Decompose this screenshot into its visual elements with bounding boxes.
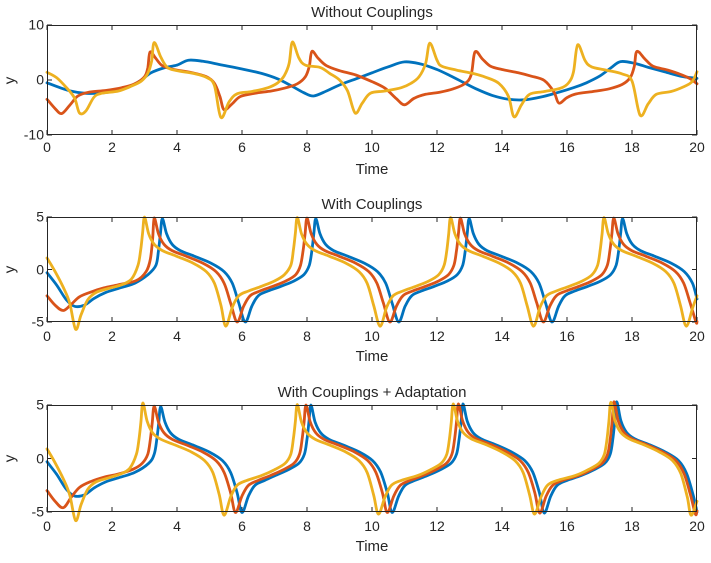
plot-title: Without Couplings: [311, 4, 433, 21]
subplot-with-couplings: With Couplings y 5 0 -5 0 2 4 6 8 10 12 14 16 18 20 …: [0, 192, 711, 380]
series-blue-oscillator: [45, 217, 699, 324]
y-tick-label: -10: [23, 126, 44, 143]
x-tick-label: 6: [238, 518, 246, 534]
y-tick-label: 0: [36, 261, 44, 277]
plot-title: With Couplings + Adaptation: [277, 384, 467, 401]
x-tick-label: 8: [303, 328, 311, 344]
axes-box: [47, 405, 697, 512]
x-tick-label: 10: [364, 328, 380, 344]
series-blue-oscillator: [45, 58, 699, 102]
plot-title: With Couplings: [321, 196, 423, 213]
x-tick-label: 18: [624, 328, 640, 344]
axes-box: [47, 25, 697, 135]
x-tick-label: 16: [559, 518, 575, 534]
plot-area: [45, 400, 699, 523]
plot-area: [45, 24, 699, 136]
x-tick-label: 18: [624, 518, 640, 534]
x-tick-label: 2: [108, 518, 116, 534]
x-tick-label: 20: [689, 328, 705, 344]
x-tick-label: 0: [43, 518, 51, 534]
x-tick-label: 20: [689, 518, 705, 534]
x-axis-label: Time: [355, 538, 389, 555]
x-axis-label: Time: [355, 348, 389, 365]
x-tick-label: 2: [108, 328, 116, 344]
y-tick-label: 5: [36, 396, 44, 413]
x-tick-label: 12: [429, 139, 445, 155]
series-yellow-oscillator: [45, 400, 699, 523]
series-blue-oscillator: [45, 400, 699, 515]
series-orange-oscillator: [45, 216, 699, 325]
x-tick-label: 0: [43, 139, 51, 155]
plot-canvas: [45, 24, 699, 136]
x-tick-label: 20: [689, 139, 705, 155]
x-tick-label: 14: [494, 328, 510, 344]
x-tick-labels: 0 2 4 6 8 10 12 14 16 18 20: [43, 518, 705, 534]
plot-canvas: [45, 215, 699, 331]
x-tick-label: 6: [238, 139, 246, 155]
x-tick-labels: 0 2 4 6 8 10 12 14 16 18 20: [43, 139, 705, 155]
subplot-without-couplings: Without Couplings y 10 0 -10 0 2 4 6 8 10 12 14 16…: [0, 0, 711, 185]
x-tick-label: 18: [624, 139, 640, 155]
y-tick-labels: 10 0 -10: [0, 17, 44, 142]
y-tick-labels: 5 0 -5: [0, 209, 44, 329]
plot-area: [45, 215, 699, 331]
x-tick-label: 12: [429, 518, 445, 534]
y-tick-label: 0: [36, 71, 44, 88]
x-tick-label: 4: [173, 328, 181, 344]
series-yellow-oscillator: [45, 215, 699, 331]
x-tick-label: 16: [559, 139, 575, 155]
x-tick-label: 8: [303, 139, 311, 155]
series-orange-oscillator: [45, 400, 699, 517]
x-tick-label: 4: [173, 139, 181, 155]
x-tick-label: 10: [364, 518, 380, 534]
y-tick-label: 5: [36, 208, 44, 225]
y-tick-label: -5: [31, 313, 44, 330]
x-tick-label: 2: [108, 139, 116, 155]
y-tick-label: -5: [31, 503, 44, 520]
x-tick-label: 14: [494, 139, 510, 155]
x-tick-labels: 0 2 4 6 8 10 12 14 16 18 20: [43, 328, 705, 344]
series-yellow-oscillator: [45, 40, 699, 120]
y-tick-labels: 5 0 -5: [0, 397, 44, 519]
x-tick-label: 16: [559, 328, 575, 344]
x-axis-label: Time: [355, 161, 389, 178]
x-tick-label: 0: [43, 328, 51, 344]
x-tick-label: 4: [173, 518, 181, 534]
series-orange-oscillator: [45, 49, 699, 116]
y-tick-label: 0: [36, 450, 44, 466]
x-tick-label: 12: [429, 328, 445, 344]
x-tick-label: 6: [238, 328, 246, 344]
y-tick-label: 10: [28, 16, 44, 33]
axes-box: [47, 217, 697, 322]
x-tick-label: 8: [303, 518, 311, 534]
x-tick-label: 14: [494, 518, 510, 534]
x-tick-label: 10: [364, 139, 380, 155]
plot-canvas: [45, 400, 699, 523]
